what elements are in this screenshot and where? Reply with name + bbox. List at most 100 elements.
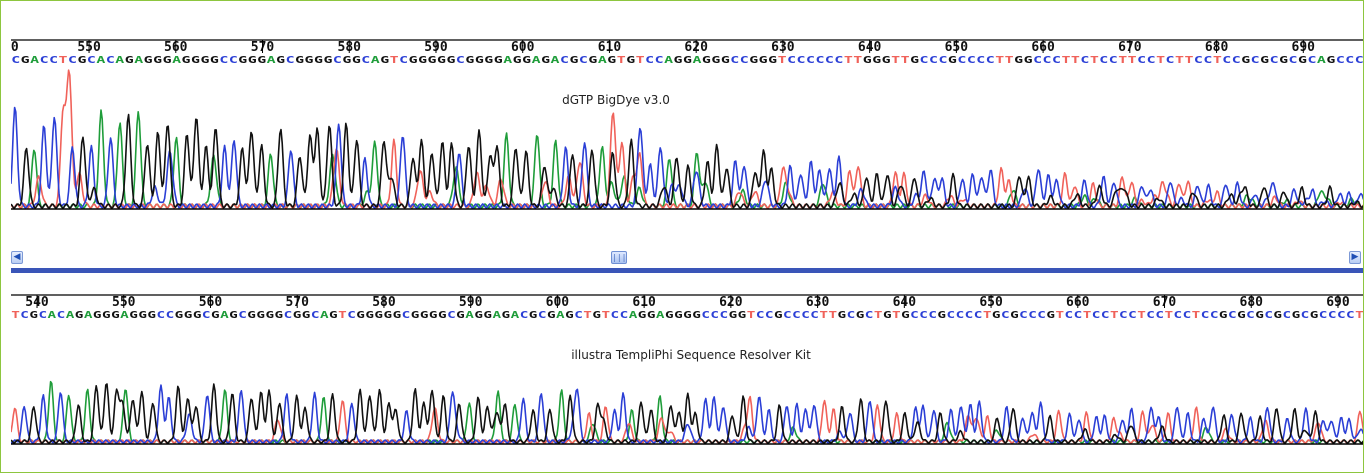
base-call: C	[1346, 310, 1355, 321]
base-call: A	[267, 55, 276, 66]
base-call: C	[938, 55, 947, 66]
base-call: C	[1033, 55, 1042, 66]
base-call: A	[120, 310, 129, 321]
chromatogram-bigdye: 4055056057058059060061062063064065066067…	[11, 39, 1363, 210]
base-call: C	[1283, 310, 1292, 321]
base-call: A	[134, 55, 143, 66]
base-call: T	[844, 55, 853, 66]
base-call: C	[986, 55, 995, 66]
base-call: G	[29, 310, 38, 321]
base-call: C	[333, 55, 342, 66]
base-call: G	[356, 310, 365, 321]
scroll-thumb[interactable]: |||	[611, 251, 627, 264]
base-call: C	[974, 310, 983, 321]
base-call: T	[747, 310, 756, 321]
base-call: C	[865, 310, 874, 321]
base-call: A	[465, 310, 474, 321]
base-call: C	[1065, 310, 1074, 321]
base-call: G	[1273, 310, 1282, 321]
base-call: G	[484, 55, 493, 66]
trace-C	[11, 106, 1363, 209]
base-call: C	[1337, 310, 1346, 321]
base-call: T	[1213, 55, 1222, 66]
base-call: C	[40, 55, 49, 66]
base-call: G	[674, 310, 683, 321]
base-call: G	[474, 310, 483, 321]
base-call: G	[302, 310, 311, 321]
base-call: C	[402, 310, 411, 321]
base-call: C	[765, 310, 774, 321]
base-call: T	[819, 310, 828, 321]
base-call: G	[138, 310, 147, 321]
base-call: G	[1237, 310, 1246, 321]
base-call: G	[393, 310, 402, 321]
base-call: A	[664, 55, 673, 66]
scroll-left-arrow-icon[interactable]: ◀	[11, 251, 23, 264]
base-call: G	[153, 55, 162, 66]
base-call: T	[1355, 310, 1364, 321]
base-call: G	[75, 310, 84, 321]
base-call: T	[828, 310, 837, 321]
base-call: C	[1222, 55, 1231, 66]
base-call: C	[1246, 310, 1255, 321]
base-call: C	[1128, 310, 1137, 321]
base-call: C	[1270, 55, 1279, 66]
base-call: C	[1043, 55, 1052, 66]
base-call: C	[361, 55, 370, 66]
base-call: T	[617, 55, 626, 66]
base-call: T	[1137, 310, 1146, 321]
base-call: C	[815, 55, 824, 66]
base-call: T	[1005, 55, 1014, 66]
scroll-right-arrow-icon[interactable]: ▶	[1349, 251, 1361, 264]
base-call: G	[1298, 55, 1307, 66]
panel-divider	[11, 268, 1363, 273]
base-call: A	[492, 310, 501, 321]
base-call: G	[1046, 310, 1055, 321]
base-call: C	[655, 55, 664, 66]
base-call: G	[365, 310, 374, 321]
base-call: T	[11, 310, 20, 321]
base-call: C	[1264, 310, 1273, 321]
chromatogram-title: dGTP BigDye v3.0	[562, 93, 670, 107]
base-call: G	[711, 55, 720, 66]
base-call: C	[834, 55, 843, 66]
base-call: C	[1137, 55, 1146, 66]
base-call: G	[702, 55, 711, 66]
base-call: G	[429, 310, 438, 321]
base-call: T	[901, 55, 910, 66]
base-call: T	[59, 55, 68, 66]
base-call: T	[1071, 55, 1080, 66]
base-call: A	[115, 55, 124, 66]
base-call: C	[560, 55, 569, 66]
base-call: G	[411, 310, 420, 321]
base-call: G	[665, 310, 674, 321]
base-call: G	[729, 310, 738, 321]
base-call: G	[529, 310, 538, 321]
base-call: C	[1166, 55, 1175, 66]
base-call: A	[511, 310, 520, 321]
base-call: C	[49, 55, 58, 66]
base-call: A	[172, 55, 181, 66]
base-call: A	[629, 310, 638, 321]
base-call: G	[238, 55, 247, 66]
base-call: C	[965, 310, 974, 321]
base-call: G	[248, 55, 257, 66]
base-call: C	[456, 55, 465, 66]
base-call: T	[983, 310, 992, 321]
base-call: C	[1147, 55, 1156, 66]
base-call: T	[892, 310, 901, 321]
base-call: A	[551, 55, 560, 66]
base-call: G	[1326, 55, 1335, 66]
base-call: C	[1037, 310, 1046, 321]
base-call: C	[919, 310, 928, 321]
base-call: G	[77, 55, 86, 66]
base-call: C	[68, 55, 77, 66]
base-call: G	[569, 55, 578, 66]
base-call: G	[1024, 55, 1033, 66]
chromatogram-title: illustra TempliPhi Sequence Resolver Kit	[571, 348, 811, 362]
base-call: G	[522, 55, 531, 66]
base-call: G	[229, 310, 238, 321]
base-call: C	[620, 310, 629, 321]
base-call: A	[503, 55, 512, 66]
base-call: C	[38, 310, 47, 321]
